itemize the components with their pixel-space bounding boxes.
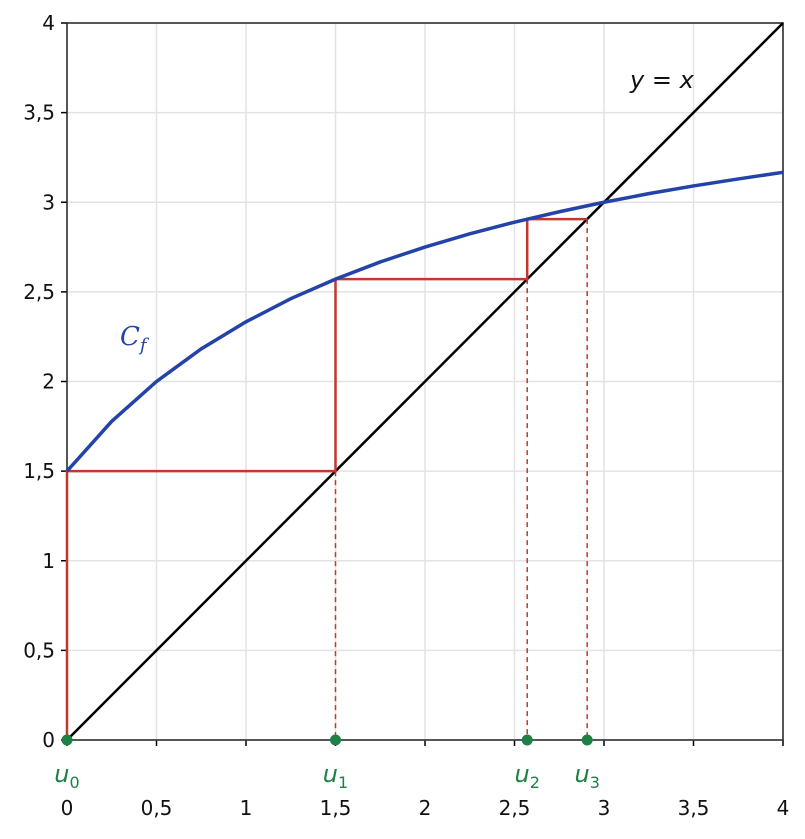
sequence-point xyxy=(330,734,341,746)
sequence-label-sub: 3 xyxy=(590,773,600,792)
sequence-label-sub: 2 xyxy=(530,773,540,792)
sequence-label-base: u xyxy=(574,760,589,788)
sequence-label: u2 xyxy=(515,760,540,792)
y-tick-label: 2,5 xyxy=(23,280,55,304)
sequence-label: u1 xyxy=(323,760,348,792)
sequence-label-base: u xyxy=(323,760,338,788)
plot-frame xyxy=(66,22,784,741)
x-tick-label: 0 xyxy=(61,796,74,820)
x-tick-label: 1 xyxy=(240,796,253,820)
y-tick-label: 2 xyxy=(42,370,55,394)
y-tick-label: 0,5 xyxy=(23,638,55,662)
function-curve xyxy=(65,170,784,473)
curve-label-sub: f xyxy=(138,335,150,356)
sequence-label-base: u xyxy=(54,760,69,788)
curve-label-base: C xyxy=(120,322,140,352)
sequence-label: u3 xyxy=(574,760,599,792)
sequence-label: u0 xyxy=(54,760,79,792)
sequence-point xyxy=(521,734,533,746)
x-tick-label: 1,5 xyxy=(320,796,352,820)
sequence-label-base: u xyxy=(515,760,530,788)
y-tick-label: 4 xyxy=(42,11,55,35)
sequence-label-sub: 1 xyxy=(338,773,348,792)
y-tick-label: 3 xyxy=(42,190,55,214)
y-tick-label: 1,5 xyxy=(23,459,55,483)
y-tick-label: 0 xyxy=(42,728,55,752)
x-tick-label: 3 xyxy=(598,796,611,820)
y-tick-label: 3,5 xyxy=(23,101,55,125)
sequence-label-sub: 0 xyxy=(70,773,80,792)
x-tick-label: 0,5 xyxy=(141,796,173,820)
sequence-point xyxy=(61,734,73,746)
x-tick-label: 4 xyxy=(777,796,790,820)
sequence-point xyxy=(581,734,593,746)
diagonal-line xyxy=(66,22,784,741)
x-tick-label: 2 xyxy=(419,796,432,820)
diagonal-label: y = x xyxy=(629,66,695,94)
x-tick-label: 3,5 xyxy=(678,796,710,820)
y-tick-label: 1 xyxy=(42,549,55,573)
x-tick-label: 2,5 xyxy=(499,796,531,820)
curve-label: Cf xyxy=(120,322,150,356)
